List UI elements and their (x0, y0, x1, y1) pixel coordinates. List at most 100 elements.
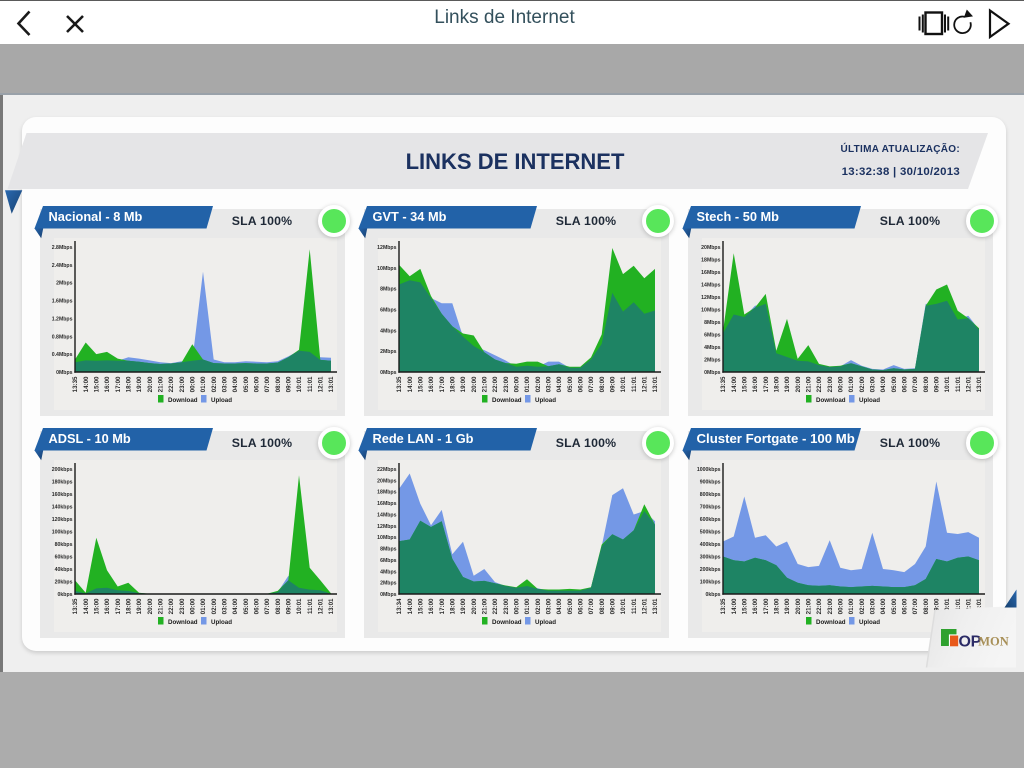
svg-text:01:00: 01:00 (200, 598, 207, 614)
svg-text:Upload: Upload (211, 397, 232, 404)
svg-text:10:01: 10:01 (620, 376, 627, 392)
svg-text:400kbps: 400kbps (700, 542, 721, 548)
svg-text:05:00: 05:00 (891, 598, 898, 614)
svg-text:12:01: 12:01 (318, 598, 325, 614)
svg-text:07:00: 07:00 (264, 598, 271, 614)
svg-text:Download: Download (168, 397, 198, 404)
svg-text:18:00: 18:00 (126, 376, 133, 392)
svg-text:12:01: 12:01 (642, 376, 649, 392)
svg-text:00:00: 00:00 (514, 376, 521, 392)
svg-text:06:00: 06:00 (254, 376, 261, 392)
svg-text:05:00: 05:00 (891, 376, 898, 392)
svg-text:16:00: 16:00 (752, 376, 759, 392)
svg-text:16:00: 16:00 (752, 598, 759, 614)
svg-text:08:00: 08:00 (599, 598, 606, 614)
svg-text:6Mbps: 6Mbps (704, 333, 721, 339)
svg-text:12:01: 12:01 (966, 376, 973, 392)
svg-text:4Mbps: 4Mbps (380, 569, 397, 575)
svg-text:0Mbps: 0Mbps (380, 592, 397, 598)
svg-text:21:00: 21:00 (482, 376, 489, 392)
svg-text:02:00: 02:00 (859, 376, 866, 392)
svg-text:05:00: 05:00 (567, 598, 574, 614)
svg-text:07:00: 07:00 (264, 376, 271, 392)
svg-text:20:00: 20:00 (471, 598, 478, 614)
svg-text:2.4Mbps: 2.4Mbps (52, 263, 73, 269)
svg-text:20:00: 20:00 (795, 376, 802, 392)
svg-text:05:00: 05:00 (243, 598, 250, 614)
svg-text:120kbps: 120kbps (52, 517, 73, 523)
svg-text:20:00: 20:00 (147, 376, 154, 392)
svg-text:04:00: 04:00 (232, 376, 239, 392)
svg-text:16Mbps: 16Mbps (701, 270, 720, 276)
svg-text:17:00: 17:00 (763, 598, 770, 614)
svg-text:23:00: 23:00 (503, 598, 510, 614)
svg-text:OP: OP (959, 634, 982, 651)
svg-text:2Mbps: 2Mbps (56, 281, 73, 287)
svg-text:15:00: 15:00 (94, 376, 101, 392)
svg-text:0Mbps: 0Mbps (56, 370, 73, 376)
svg-text:11:01: 11:01 (955, 598, 962, 614)
svg-text:00:00: 00:00 (190, 376, 197, 392)
svg-text:GVT - 34 Mb: GVT - 34 Mb (373, 209, 447, 224)
svg-text:Upload: Upload (859, 619, 880, 626)
svg-text:18:00: 18:00 (450, 376, 457, 392)
svg-text:140kbps: 140kbps (52, 505, 73, 511)
svg-text:16Mbps: 16Mbps (377, 501, 396, 507)
svg-text:2Mbps: 2Mbps (704, 358, 721, 364)
svg-text:01:00: 01:00 (200, 376, 207, 392)
svg-text:15:00: 15:00 (94, 598, 101, 614)
svg-text:17:00: 17:00 (115, 376, 122, 392)
svg-text:14:00: 14:00 (731, 598, 738, 614)
svg-text:07:00: 07:00 (912, 376, 919, 392)
svg-text:21:00: 21:00 (158, 376, 165, 392)
svg-text:19:00: 19:00 (136, 598, 143, 614)
svg-text:6Mbps: 6Mbps (380, 308, 397, 314)
svg-text:700kbps: 700kbps (700, 505, 721, 511)
svg-text:09:00: 09:00 (934, 598, 941, 614)
svg-text:13:35: 13:35 (720, 598, 727, 614)
svg-text:12Mbps: 12Mbps (377, 524, 396, 530)
svg-text:05:00: 05:00 (243, 376, 250, 392)
svg-text:0.4Mbps: 0.4Mbps (52, 352, 73, 358)
svg-text:09:00: 09:00 (610, 598, 617, 614)
svg-text:0.8Mbps: 0.8Mbps (52, 334, 73, 340)
svg-text:22:00: 22:00 (492, 376, 499, 392)
svg-text:17:00: 17:00 (115, 598, 122, 614)
svg-text:06:00: 06:00 (578, 376, 585, 392)
svg-text:01:00: 01:00 (524, 376, 531, 392)
svg-text:Nacional - 8 Mb: Nacional - 8 Mb (49, 209, 143, 224)
svg-text:Stech - 50 Mb: Stech - 50 Mb (697, 209, 780, 224)
svg-text:00:00: 00:00 (514, 598, 521, 614)
svg-text:2Mbps: 2Mbps (380, 581, 397, 587)
svg-text:12:01: 12:01 (966, 598, 973, 614)
svg-text:21:00: 21:00 (806, 598, 813, 614)
svg-text:19:00: 19:00 (784, 376, 791, 392)
svg-text:18:00: 18:00 (774, 376, 781, 392)
svg-text:15:00: 15:00 (418, 376, 425, 392)
svg-text:19:00: 19:00 (460, 598, 467, 614)
svg-text:12:01: 12:01 (318, 376, 325, 392)
svg-text:14Mbps: 14Mbps (377, 513, 396, 519)
svg-text:20kbps: 20kbps (55, 580, 73, 586)
svg-text:17:00: 17:00 (439, 598, 446, 614)
svg-text:21:00: 21:00 (158, 598, 165, 614)
svg-text:22:00: 22:00 (492, 598, 499, 614)
svg-text:16:00: 16:00 (104, 376, 111, 392)
svg-text:03:00: 03:00 (870, 376, 877, 392)
svg-text:4Mbps: 4Mbps (704, 345, 721, 351)
svg-text:23:00: 23:00 (179, 598, 186, 614)
svg-text:13:35: 13:35 (720, 376, 727, 392)
svg-text:200kbps: 200kbps (700, 567, 721, 573)
svg-text:Upload: Upload (535, 397, 556, 404)
svg-text:02:00: 02:00 (211, 376, 218, 392)
svg-text:21:00: 21:00 (482, 598, 489, 614)
svg-text:04:00: 04:00 (556, 376, 563, 392)
svg-text:14:00: 14:00 (407, 376, 414, 392)
svg-text:Download: Download (168, 619, 198, 626)
svg-text:01:00: 01:00 (848, 376, 855, 392)
svg-text:06:00: 06:00 (254, 598, 261, 614)
svg-text:8Mbps: 8Mbps (380, 547, 397, 553)
svg-text:13:01: 13:01 (328, 598, 335, 614)
svg-text:Upload: Upload (535, 619, 556, 626)
svg-text:Cluster Fortgate - 100 Mb: Cluster Fortgate - 100 Mb (697, 431, 855, 446)
